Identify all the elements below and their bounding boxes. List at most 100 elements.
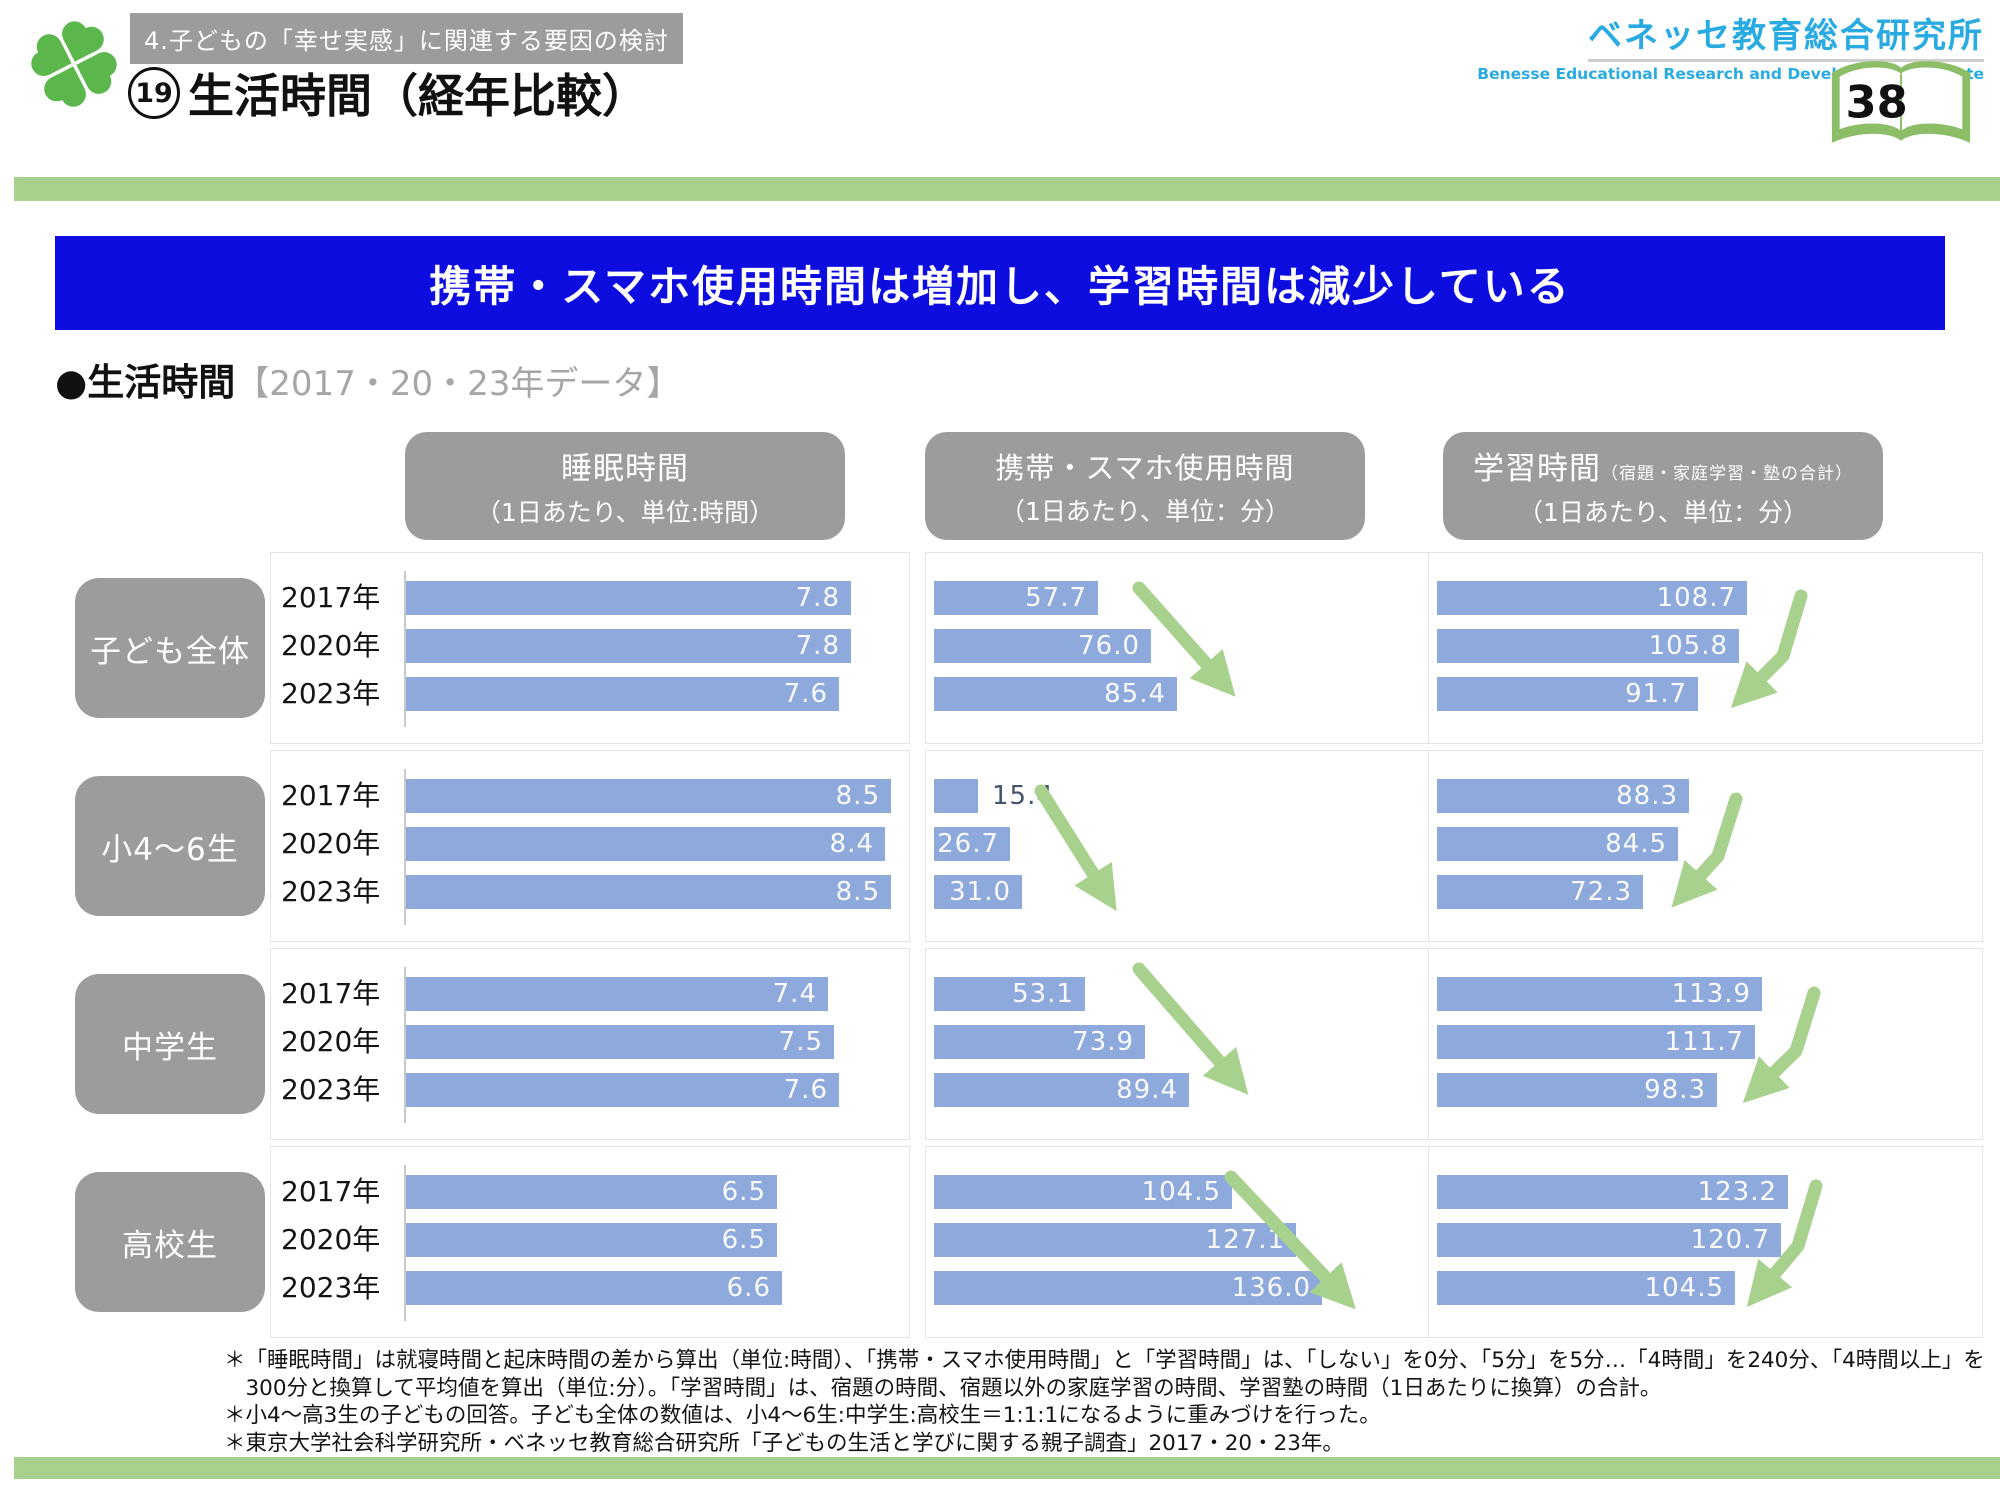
bar-study-2023年: 72.3 (1437, 875, 1643, 909)
group-label-1: 小4～6生 (75, 776, 265, 916)
year-label: 2023年 (281, 875, 381, 908)
bar-sleep-2023年: 7.6 (406, 677, 839, 711)
bar-value: 104.5 (1644, 1273, 1724, 1303)
bar-mobile-2020年: 73.9 (934, 1025, 1145, 1059)
bar-value: 7.8 (795, 631, 840, 661)
clover-icon (31, 21, 117, 107)
bar-sleep-2023年: 7.6 (406, 1073, 839, 1107)
bar-mobile-2023年: 136.0 (934, 1271, 1322, 1305)
bar-value: 105.8 (1648, 631, 1728, 661)
panel-study-0: 108.7 105.8 91.7 (1428, 552, 1983, 744)
footnote-line: ＊小4～高3生の子どもの回答。子ども全体の数値は、小4～6生:中学生:高校生＝1… (224, 1403, 1381, 1428)
bar-mobile-2017年 (934, 779, 978, 813)
bar-value: 136.0 (1231, 1273, 1311, 1303)
title-number-icon: 19 (128, 67, 180, 119)
bar-value: 7.4 (772, 979, 817, 1009)
bar-sleep-2020年: 7.5 (406, 1025, 834, 1059)
bar-mobile-2017年: 53.1 (934, 977, 1085, 1011)
column-header-mobile: 携帯・スマホ使用時間 （1日あたり、単位：分） (925, 432, 1365, 540)
year-label: 2017年 (281, 779, 381, 812)
bar-value: 111.7 (1664, 1027, 1744, 1057)
bar-mobile-2023年: 31.0 (934, 875, 1022, 909)
year-label: 2023年 (281, 677, 381, 710)
group-label-2: 中学生 (75, 974, 265, 1114)
bar-value: 7.6 (783, 679, 828, 709)
bar-study-2020年: 111.7 (1437, 1025, 1755, 1059)
bar-value: 89.4 (1116, 1075, 1178, 1105)
bar-sleep-2020年: 7.8 (406, 629, 851, 663)
bar-value: 15.4 (992, 781, 1054, 811)
column-subtitle: （1日あたり、単位：分） (1000, 496, 1290, 526)
bar-value: 6.6 (726, 1273, 771, 1303)
bar-mobile-2020年: 76.0 (934, 629, 1151, 663)
chapter-tag: 4.子どもの「幸せ実感」に関連する要因の検討 (130, 13, 683, 64)
bar-value: 113.9 (1671, 979, 1751, 1009)
bar-value: 72.3 (1570, 877, 1632, 907)
bar-study-2017年: 113.9 (1437, 977, 1762, 1011)
year-label: 2020年 (281, 827, 381, 860)
y-axis-line (404, 1165, 406, 1321)
panel-study-3: 123.2 120.7 104.5 (1428, 1146, 1983, 1338)
bar-study-2023年: 98.3 (1437, 1073, 1717, 1107)
bar-value: 6.5 (721, 1225, 766, 1255)
bar-value: 7.6 (783, 1075, 828, 1105)
bar-value: 7.8 (795, 583, 840, 613)
bar-sleep-2017年: 7.8 (406, 581, 851, 615)
bar-value: 31.0 (949, 877, 1011, 907)
y-axis-line (404, 967, 406, 1123)
year-label: 2023年 (281, 1271, 381, 1304)
bar-study-2017年: 88.3 (1437, 779, 1689, 813)
bar-value: 6.5 (721, 1177, 766, 1207)
bar-mobile-2020年: 26.7 (934, 827, 1010, 861)
bar-study-2023年: 104.5 (1437, 1271, 1735, 1305)
year-label: 2017年 (281, 581, 381, 614)
panel-sleep-3: 2017年 6.5 2020年 6.5 2023年 6.6 (270, 1146, 910, 1338)
bar-value: 73.9 (1072, 1027, 1134, 1057)
bar-value: 8.5 (835, 877, 880, 907)
bar-value: 53.1 (1012, 979, 1074, 1009)
section-title: ●生活時間 (55, 361, 236, 404)
bar-value: 7.5 (778, 1027, 823, 1057)
top-green-band (14, 177, 2000, 201)
bar-sleep-2017年: 7.4 (406, 977, 828, 1011)
bar-sleep-2017年: 8.5 (406, 779, 891, 813)
year-label: 2017年 (281, 977, 381, 1010)
column-header-sleep: 睡眠時間 （1日あたり、単位:時間） (405, 432, 845, 540)
bar-value: 26.7 (937, 829, 999, 859)
bar-study-2020年: 84.5 (1437, 827, 1678, 861)
footnotes: ＊「睡眠時間」は就寝時間と起床時間の差から算出（単位:時間）、「携帯・スマホ使用… (224, 1347, 1985, 1457)
bar-value: 127.1 (1205, 1225, 1285, 1255)
panel-study-1: 88.3 84.5 72.3 (1428, 750, 1983, 942)
bar-value: 84.5 (1605, 829, 1667, 859)
bar-value: 88.3 (1616, 781, 1678, 811)
bar-mobile-2017年: 57.7 (934, 581, 1098, 615)
bar-mobile-2023年: 85.4 (934, 677, 1177, 711)
bar-mobile-2023年: 89.4 (934, 1073, 1189, 1107)
bar-value: 8.4 (829, 829, 874, 859)
bar-mobile-2017年: 104.5 (934, 1175, 1232, 1209)
panel-study-2: 113.9 111.7 98.3 (1428, 948, 1983, 1140)
y-axis-line (404, 769, 406, 925)
book-page-icon: 38 (1831, 61, 1971, 143)
footnote-line: 300分と換算して平均値を算出（単位:分）。「学習時間」は、宿題の時間、宿題以外… (224, 1375, 1662, 1401)
section-subtitle: 【2017・20・23年データ】 (235, 364, 681, 404)
page-title-text: 生活時間（経年比較） (188, 69, 648, 123)
bar-value: 104.5 (1141, 1177, 1221, 1207)
year-label: 2023年 (281, 1073, 381, 1106)
y-axis-line (404, 571, 406, 727)
bar-value: 57.7 (1025, 583, 1087, 613)
panel-mobile-0: 57.7 76.0 85.4 (925, 552, 1460, 744)
bar-value: 8.5 (835, 781, 880, 811)
bar-sleep-2020年: 6.5 (406, 1223, 777, 1257)
column-header-study: 学習時間（宿題・家庭学習・塾の合計） （1日あたり、単位：分） (1443, 432, 1883, 540)
panel-sleep-1: 2017年 8.5 2020年 8.4 2023年 8.5 (270, 750, 910, 942)
key-message-banner: 携帯・スマホ使用時間は増加し、学習時間は減少している (55, 236, 1945, 330)
bar-sleep-2017年: 6.5 (406, 1175, 777, 1209)
section-heading: ●生活時間 【2017・20・23年データ】 (55, 352, 680, 406)
column-title-note: （宿題・家庭学習・塾の合計） (1601, 464, 1853, 484)
bar-study-2020年: 105.8 (1437, 629, 1739, 663)
bottom-green-band (14, 1457, 2000, 1479)
bar-value: 123.2 (1697, 1177, 1777, 1207)
column-subtitle: （1日あたり、単位：分） (1518, 498, 1808, 527)
